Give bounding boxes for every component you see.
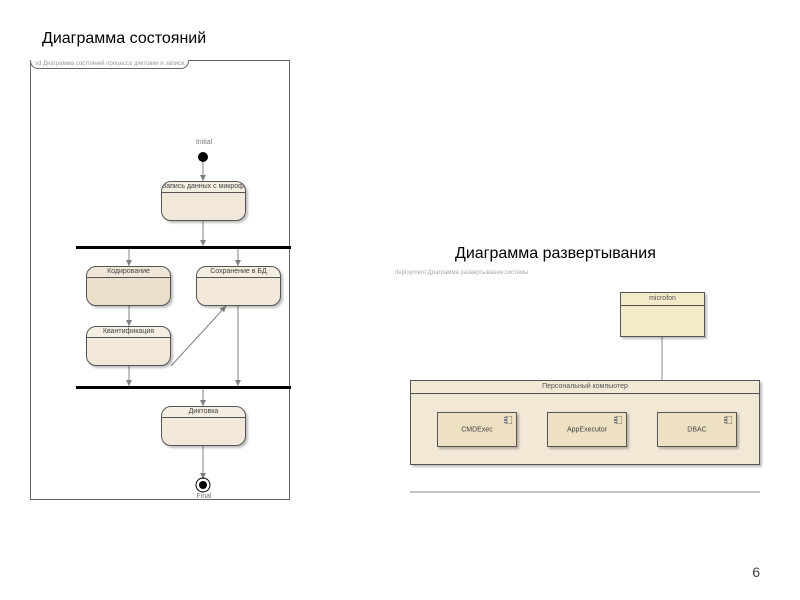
state-node-label: Сохранение в БД xyxy=(197,267,280,277)
component-icon xyxy=(724,416,732,424)
state-node-label: Квантификация xyxy=(87,327,170,337)
state-diagram-panel: sd Диаграмма состояний процесса диктовки… xyxy=(30,60,290,500)
state-node: Сохранение в БД xyxy=(196,266,281,306)
state-node: Диктовка xyxy=(161,406,246,446)
component-label: AppExecutor xyxy=(548,426,626,433)
device-label: microfon xyxy=(621,293,704,306)
transition-arrow xyxy=(171,306,226,366)
final-state-dot xyxy=(199,481,207,489)
deployment-diagram-title: Диаграмма развертывания xyxy=(455,245,656,263)
component-label: CMDExec xyxy=(438,426,516,433)
state-node-label: Диктовка xyxy=(162,407,245,417)
component-icon xyxy=(614,416,622,424)
initial-state xyxy=(198,152,208,162)
page-number: 6 xyxy=(752,564,760,580)
state-node-label: Запись данных с микрофона xyxy=(162,182,245,192)
state-diagram-title: Диаграмма состояний xyxy=(42,30,206,48)
state-node-label: Кодирование xyxy=(87,267,170,277)
deployment-diagram-panel: deployment Диаграмма развертывания систе… xyxy=(395,272,775,507)
state-node: Запись данных с микрофона xyxy=(161,181,246,221)
component-node: AppExecutor xyxy=(547,412,627,447)
state-node: Квантификация xyxy=(86,326,171,366)
component-node: DBAC xyxy=(657,412,737,447)
component-node: CMDExec xyxy=(437,412,517,447)
component-icon xyxy=(504,416,512,424)
sync-bar xyxy=(76,246,291,249)
sync-bar xyxy=(76,386,291,389)
component-label: DBAC xyxy=(658,426,736,433)
device-node: microfon xyxy=(620,292,705,337)
state-node: Кодирование xyxy=(86,266,171,306)
container-label: Персональный компьютер xyxy=(411,381,759,394)
